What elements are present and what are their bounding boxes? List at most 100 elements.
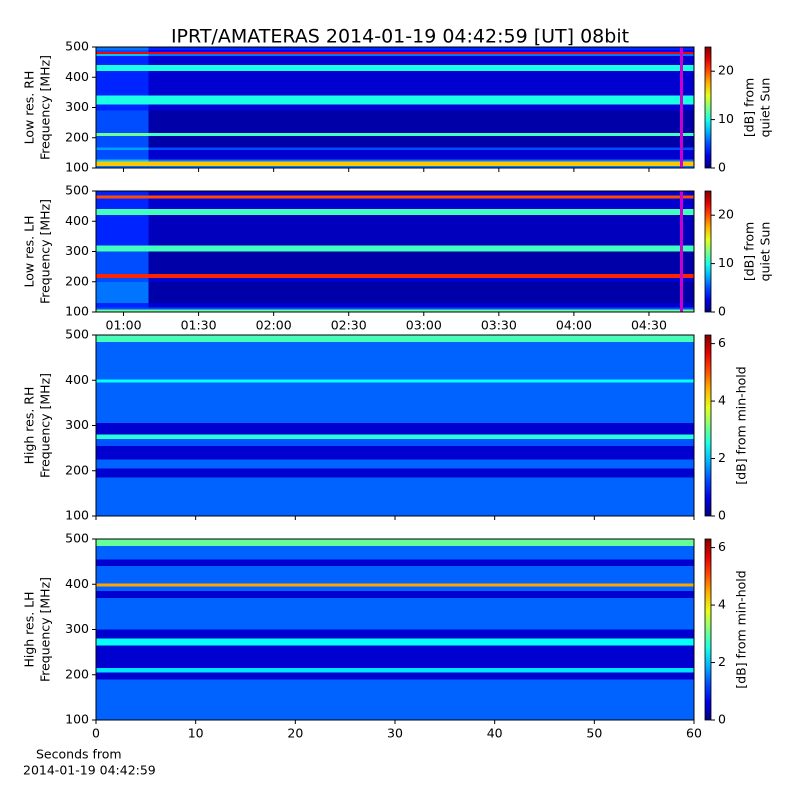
- heatmap-cell: [96, 56, 149, 66]
- colorbar-tick-label: 6: [718, 539, 726, 554]
- heatmap-cell: [96, 566, 694, 584]
- colorbar-tick-label: 20: [718, 207, 734, 222]
- x-tick-label: 30: [387, 726, 403, 741]
- heatmap-cell: [96, 277, 149, 282]
- colorbar-tick-label: 6: [718, 335, 726, 350]
- heatmap-cell: [96, 274, 149, 278]
- heatmap-cell: [96, 545, 694, 560]
- heatmap-cell: [148, 302, 694, 308]
- heatmap-cell: [96, 379, 694, 383]
- heatmap-cell: [148, 195, 694, 199]
- heatmap-cell: [96, 50, 149, 53]
- heatmap-cell: [96, 539, 694, 546]
- heatmap-cell: [148, 52, 694, 54]
- heatmap-cell: [148, 95, 694, 105]
- heatmap-cell: [96, 104, 149, 111]
- y-axis-label: Frequency [MHz]: [38, 373, 53, 478]
- heatmap-cell: [96, 47, 149, 51]
- colorbar-label: quiet Sun: [758, 78, 773, 138]
- heatmap-cell: [96, 591, 694, 598]
- colorbar-tick-label: 2: [718, 654, 726, 669]
- heatmap-cell: [148, 47, 694, 51]
- colorbar-label: quiet Sun: [758, 222, 773, 282]
- colorbar-tick-label: 2: [718, 450, 726, 465]
- y-axis-label: Frequency [MHz]: [38, 55, 53, 160]
- heatmap-cell: [96, 439, 694, 446]
- y-tick-label: 100: [65, 712, 89, 727]
- heatmap-cell: [148, 309, 694, 312]
- x-axis-label: 2014-01-19 04:42:59: [23, 763, 156, 778]
- x-tick-label: 0: [92, 726, 100, 741]
- heatmap-cell: [148, 215, 694, 246]
- heatmap-cell: [96, 215, 149, 246]
- heatmap-cell: [96, 149, 149, 160]
- y-tick-label: 200: [65, 462, 89, 477]
- y-tick-label: 500: [65, 39, 89, 54]
- heatmap-cell: [96, 198, 149, 210]
- colorbar: [704, 334, 712, 517]
- x-tick-label: 20: [287, 726, 303, 741]
- heatmap-cell: [148, 110, 694, 134]
- heatmap-cell: [96, 209, 149, 216]
- heatmap-cell: [148, 136, 694, 148]
- heatmap-cell: [96, 672, 694, 680]
- colorbar-tick-label: 0: [718, 304, 726, 319]
- x-tick-label: 10: [188, 726, 204, 741]
- y-axis-label: Frequency [MHz]: [38, 577, 53, 682]
- figure-title: IPRT/AMATERAS 2014-01-19 04:42:59 [UT] 0…: [171, 26, 629, 48]
- heatmap-cell: [96, 71, 149, 96]
- heatmap-cell: [96, 53, 149, 57]
- y-tick-label: 100: [65, 160, 89, 175]
- heatmap-cell: [96, 341, 694, 380]
- y-tick-label: 100: [65, 508, 89, 523]
- x-tick-label: 03:00: [406, 318, 442, 333]
- colorbar-tick-label: 0: [718, 712, 726, 727]
- y-tick-label: 500: [65, 183, 89, 198]
- heatmap-cell: [96, 110, 149, 134]
- heatmap-cell: [96, 302, 149, 308]
- colorbar-tick-label: 20: [718, 63, 734, 78]
- x-tick-label: 04:30: [631, 318, 667, 333]
- y-tick-label: 400: [65, 576, 89, 591]
- heatmap-cell: [96, 159, 149, 162]
- y-tick-label: 200: [65, 129, 89, 144]
- y-tick-label: 100: [65, 304, 89, 319]
- heatmap-cell: [148, 245, 694, 252]
- colorbar-tick-label: 10: [718, 255, 734, 270]
- heatmap-cell: [96, 165, 149, 168]
- colorbar-tick-label: 0: [718, 508, 726, 523]
- x-tick-label: 40: [487, 726, 503, 741]
- heatmap-cell: [148, 161, 694, 166]
- x-tick-label: 60: [686, 726, 702, 741]
- heatmap-cell: [96, 477, 694, 516]
- y-axis-label: Low res. LH: [22, 216, 37, 288]
- heatmap-cell: [148, 149, 694, 160]
- heatmap-cell: [148, 147, 694, 150]
- heatmap-cell: [148, 65, 694, 72]
- heatmap-cell: [148, 209, 694, 216]
- y-tick-label: 300: [65, 243, 89, 258]
- heatmap-cell: [148, 251, 694, 275]
- colorbar-label: [dB] from min-hold: [734, 366, 749, 484]
- y-axis-label: High res. LH: [22, 591, 37, 667]
- heatmap-cell: [96, 382, 694, 424]
- x-tick-label: 03:30: [481, 318, 517, 333]
- heatmap-cell: [96, 629, 694, 639]
- colorbar-tick-label: 10: [718, 111, 734, 126]
- heatmap-cell: [148, 274, 694, 278]
- y-tick-label: 300: [65, 417, 89, 432]
- heatmap-cell: [96, 335, 694, 342]
- x-tick-label: 04:00: [556, 318, 592, 333]
- x-tick-label: 01:00: [106, 318, 142, 333]
- heatmap-cell: [96, 638, 694, 646]
- x-tick-label: 01:30: [181, 318, 217, 333]
- heatmap-cell: [148, 50, 694, 53]
- colorbar-tick-label: 0: [718, 160, 726, 175]
- heatmap-cell: [96, 468, 694, 478]
- colorbar: [704, 538, 712, 721]
- heatmap-cell: [148, 198, 694, 210]
- heatmap-cell: [96, 133, 149, 137]
- heatmap-cell: [96, 195, 149, 199]
- heatmap-cell: [96, 667, 694, 673]
